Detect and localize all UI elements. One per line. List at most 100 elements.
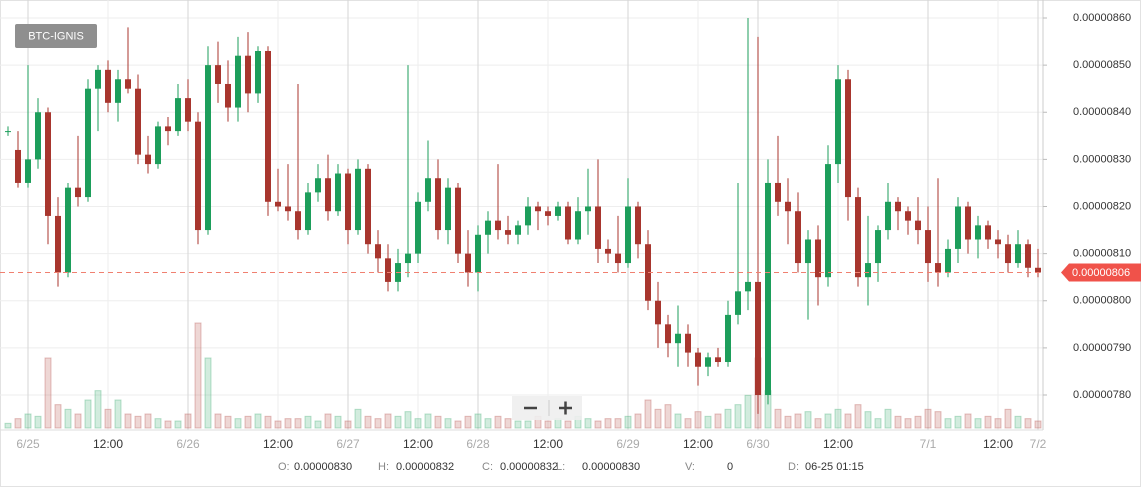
candle-body <box>5 131 11 133</box>
volume-bar <box>394 415 402 429</box>
info-value: 0.00000832 <box>500 461 558 473</box>
volume-bar <box>464 415 472 429</box>
volume-bar <box>224 415 232 429</box>
volume-bar <box>704 415 712 429</box>
candle-body <box>15 149 21 183</box>
candle-body <box>1005 244 1011 264</box>
candle-body <box>35 112 41 160</box>
candle-body <box>275 201 281 207</box>
volume-bar <box>424 413 432 429</box>
candle-body <box>375 244 381 259</box>
info-label: O: <box>278 461 290 473</box>
candle-body <box>715 357 721 363</box>
candle-body <box>315 178 321 193</box>
volume-bar <box>294 418 302 429</box>
volume-bar <box>984 415 992 429</box>
volume-bar <box>114 399 122 429</box>
candle-body <box>705 357 711 367</box>
symbol-button[interactable] <box>15 24 97 48</box>
candle-body <box>425 178 431 202</box>
x-tick-label: 7/1 <box>920 437 937 451</box>
candle-body <box>215 65 221 84</box>
volume-bar <box>934 411 942 429</box>
volume-bar <box>204 357 212 429</box>
candle-body <box>775 182 781 202</box>
volume-bar <box>164 420 172 429</box>
volume-bar <box>804 411 812 429</box>
candle-body <box>945 248 951 273</box>
volume-bar <box>1014 415 1022 429</box>
info-value: 06-25 01:15 <box>805 461 864 473</box>
candle-body <box>815 239 821 278</box>
candle-body <box>475 234 481 273</box>
volume-bar <box>734 404 742 429</box>
y-tick-label: 0.00000790 <box>1073 342 1131 354</box>
volume-bar <box>784 415 792 429</box>
symbol-label[interactable]: BTC-IGNIS <box>28 30 84 42</box>
x-tick-label: 6/30 <box>746 437 770 451</box>
candle-body <box>695 352 701 367</box>
volume-bar <box>344 420 352 429</box>
candle-body <box>1035 267 1041 273</box>
candle-body <box>195 121 201 231</box>
volume-bar <box>644 399 652 429</box>
candle-body <box>455 187 461 254</box>
candle-body <box>245 55 251 94</box>
volume-bar <box>544 420 552 429</box>
volume-bar <box>864 411 872 429</box>
volume-bar <box>694 411 702 429</box>
candle-body <box>345 173 351 231</box>
x-tick-label: 12:00 <box>263 437 293 451</box>
candle-body <box>605 248 611 254</box>
y-tick-label: 0.00000780 <box>1073 389 1131 401</box>
y-tick-label: 0.00000820 <box>1073 200 1131 212</box>
volume-bar <box>684 418 692 429</box>
volume-bar <box>324 413 332 429</box>
candle-body <box>635 206 641 245</box>
volume-bar <box>914 415 922 429</box>
volume-bar <box>194 322 202 429</box>
candle-body <box>415 201 421 254</box>
volume-bar <box>34 415 42 429</box>
candle-body <box>865 263 871 278</box>
volume-bar <box>434 415 442 429</box>
volume-bar <box>474 413 482 429</box>
candle-body <box>845 79 851 198</box>
candle-body <box>895 201 901 212</box>
volume-bar <box>724 408 732 429</box>
candle-body <box>905 211 911 221</box>
volume-bar <box>594 420 602 429</box>
volume-bar <box>814 418 822 429</box>
candle-body <box>835 79 841 165</box>
volume-bar <box>74 413 82 429</box>
volume-bar <box>1034 420 1042 429</box>
volume-bar <box>524 420 532 429</box>
volume-bar <box>154 418 162 429</box>
y-tick-label: 0.00000860 <box>1073 12 1131 24</box>
candle-body <box>755 281 761 396</box>
volume-bar <box>454 420 462 429</box>
volume-bar <box>924 408 932 429</box>
candle-body <box>725 314 731 363</box>
candle-body <box>95 69 101 89</box>
x-tick-label: 12:00 <box>683 437 713 451</box>
candle-body <box>555 206 561 216</box>
candle-body <box>615 253 621 264</box>
x-tick-label: 6/26 <box>176 437 200 451</box>
volume-bar <box>824 413 832 429</box>
x-tick-label: 12:00 <box>403 437 433 451</box>
volume-bar <box>874 418 882 429</box>
volume-bar <box>104 408 112 429</box>
candle-body <box>925 230 931 264</box>
zoom-controls <box>512 396 582 420</box>
candle-body <box>535 206 541 212</box>
candle-body <box>305 192 311 231</box>
candle-body <box>1025 244 1031 268</box>
volume-bar <box>304 415 312 429</box>
candle-body <box>355 168 361 231</box>
volume-bar <box>944 418 952 429</box>
candle-body <box>745 281 751 292</box>
volume-bar <box>404 411 412 429</box>
candle-body <box>765 182 771 396</box>
